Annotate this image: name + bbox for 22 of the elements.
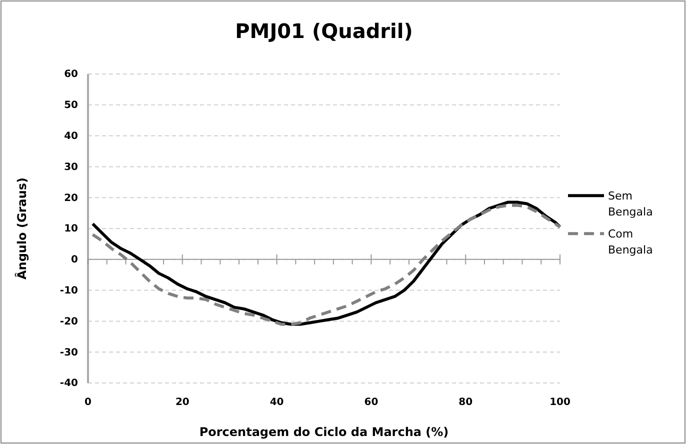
chart-title: PMJ01 (Quadril) (235, 19, 413, 43)
x-tick-label: 100 (550, 397, 570, 408)
y-tick-label: 20 (64, 192, 78, 204)
y-tick-label: 40 (64, 131, 78, 142)
y-tick-label: 30 (64, 162, 78, 173)
x-tick-label: 0 (84, 397, 92, 408)
legend-label: Sem Bengala (608, 190, 653, 219)
y-tick-label: -40 (60, 378, 78, 390)
x-tick-label: 60 (364, 397, 378, 408)
y-tick-label: 10 (64, 224, 78, 235)
y-tick-label: -20 (60, 316, 78, 328)
legend-label: Com Bengala (608, 228, 653, 257)
y-tick-label: -10 (60, 286, 78, 296)
y-tick-label: -30 (60, 347, 78, 358)
y-tick-label: 0 (71, 254, 78, 266)
x-tick-label: 40 (270, 397, 284, 408)
y-axis-title: Ângulo (Graus) (14, 177, 29, 280)
x-axis-title: Porcentagem do Ciclo da Marcha (%) (199, 425, 449, 439)
x-tick-label: 80 (458, 397, 473, 408)
x-tick-label: 20 (175, 397, 190, 408)
y-tick-label: 60 (64, 69, 78, 80)
y-tick-label: 50 (64, 100, 78, 112)
